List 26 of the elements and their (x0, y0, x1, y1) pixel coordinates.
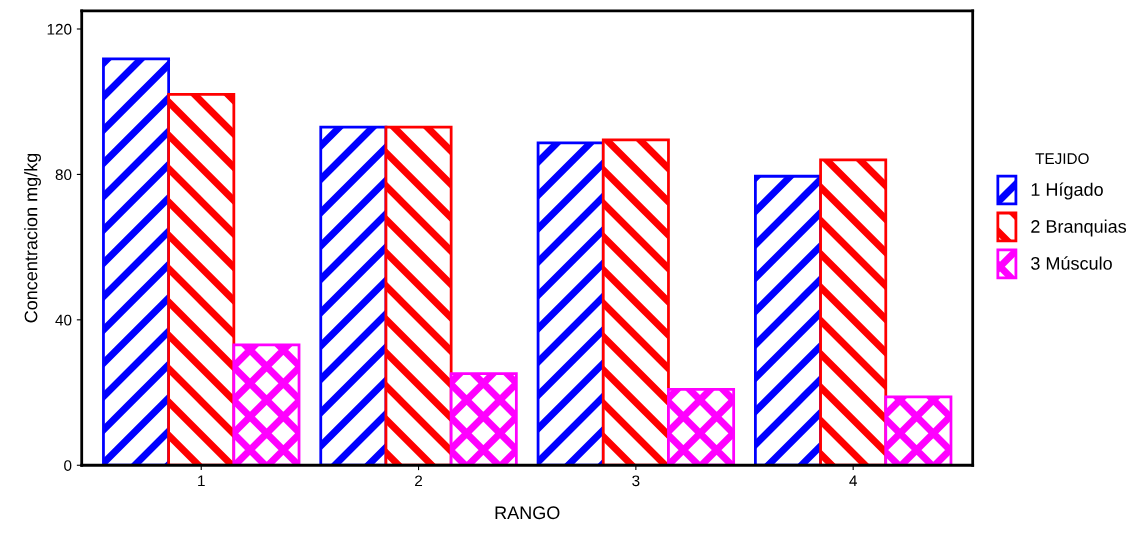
bar (753, 174, 822, 466)
x-axis-title: RANGO (495, 506, 560, 520)
bar (319, 125, 388, 466)
legend-title: TEJIDO (1035, 153, 1089, 165)
bar (232, 343, 301, 466)
legend-label: 1 Hígado (1031, 182, 1103, 200)
legend-label: 3 Músculo (1031, 256, 1112, 270)
y-tick-label: 40 (55, 314, 72, 326)
y-tick-label: 0 (64, 460, 72, 471)
y-tick-label: 80 (55, 169, 72, 181)
legend-label: 2 Branquias (1031, 219, 1127, 237)
x-tick-label: 1 (198, 475, 205, 487)
x-tick-label: 2 (415, 475, 423, 487)
bar (384, 125, 453, 466)
bar (884, 395, 953, 466)
bar (819, 158, 888, 466)
bar (449, 372, 518, 466)
y-axis-title: Concentracion mg/kg (24, 153, 41, 323)
bar (667, 387, 736, 466)
bar (102, 57, 171, 466)
bar (536, 141, 605, 466)
x-tick-label: 4 (849, 475, 857, 487)
y-tick-label: 120 (47, 23, 72, 35)
bar (601, 138, 670, 466)
bar (167, 93, 236, 466)
x-tick-label: 3 (632, 475, 640, 487)
